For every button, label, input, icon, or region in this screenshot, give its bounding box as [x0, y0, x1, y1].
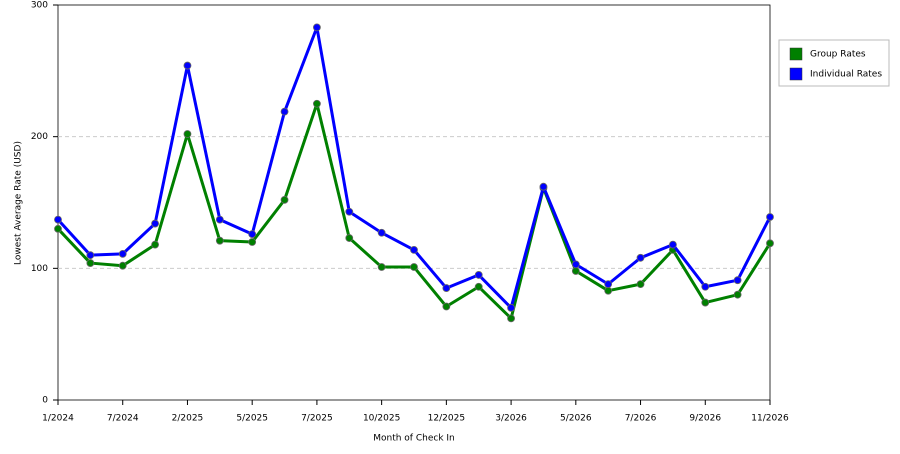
data-point [377, 228, 386, 237]
data-point [669, 240, 677, 249]
y-axis-label: Lowest Average Rate (USD) [14, 141, 24, 265]
y-tick-label: 200 [31, 132, 48, 142]
data-point [410, 263, 418, 271]
data-point [766, 239, 774, 248]
data-point [118, 261, 127, 270]
x-tick-label: 2/2025 [172, 414, 204, 424]
data-point [474, 271, 483, 279]
data-point [215, 215, 224, 224]
data-point [313, 23, 321, 32]
x-tick-label: 12/2025 [428, 414, 465, 424]
x-tick-label: 5/2026 [560, 414, 592, 424]
data-point [571, 267, 580, 275]
data-point [280, 107, 289, 116]
data-point [86, 251, 95, 260]
data-point [733, 290, 742, 299]
x-axis-label: Month of Check In [373, 434, 455, 444]
x-tick-label: 5/2025 [236, 414, 268, 424]
data-point [507, 314, 515, 323]
data-point [636, 280, 645, 289]
data-point [571, 260, 580, 269]
data-point [766, 213, 774, 221]
x-tick-label: 9/2026 [689, 414, 721, 424]
data-point [442, 284, 451, 292]
data-point [442, 302, 451, 311]
data-point [215, 236, 224, 245]
legend-swatch [789, 47, 803, 61]
x-tick-label: 7/2026 [625, 414, 657, 424]
x-tick-label: 11/2026 [751, 414, 789, 424]
data-point [248, 238, 257, 246]
y-tick-label: 300 [31, 1, 48, 11]
data-point [151, 240, 159, 249]
data-point [410, 245, 418, 254]
data-point [54, 215, 62, 224]
data-point [183, 130, 192, 138]
data-point [701, 282, 710, 291]
y-tick-label: 0 [42, 396, 48, 406]
x-tick-label: 3/2026 [495, 414, 527, 424]
plot-frame [57, 4, 771, 401]
data-point [636, 253, 645, 262]
data-point [313, 99, 321, 108]
data-point [377, 263, 386, 271]
data-point [345, 234, 354, 242]
series-line [56, 102, 772, 320]
x-tick-label: 10/2025 [363, 414, 400, 424]
legend-label: Individual Rates [810, 70, 882, 80]
data-point [248, 230, 257, 239]
data-point [183, 61, 192, 70]
data-point [345, 207, 354, 216]
data-point [507, 303, 515, 312]
data-point [86, 259, 95, 267]
data-point [118, 249, 127, 258]
x-tick-label: 1/2024 [42, 414, 74, 424]
legend-label: Group Rates [810, 50, 866, 60]
y-tick-label: 100 [31, 264, 48, 274]
x-tick-label: 7/2024 [107, 414, 139, 424]
data-point [733, 276, 742, 285]
x-tick-label: 7/2025 [301, 414, 333, 424]
data-point [280, 195, 289, 204]
data-point [604, 286, 613, 295]
data-point [604, 280, 613, 289]
data-point [701, 298, 710, 307]
data-point [474, 282, 483, 291]
data-point [539, 182, 548, 191]
data-point [54, 224, 62, 233]
legend-swatch [789, 67, 803, 81]
data-point [151, 219, 159, 228]
